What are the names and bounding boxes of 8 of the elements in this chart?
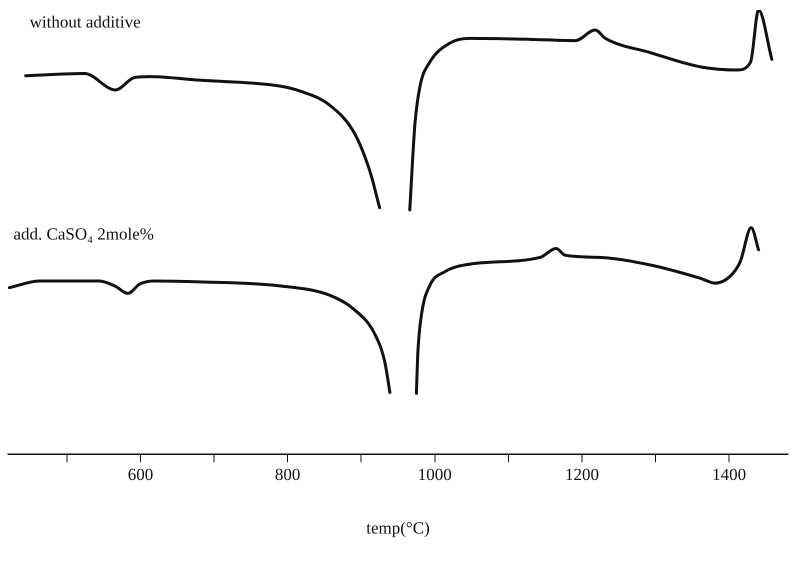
- x-tick-label: 1400: [712, 464, 746, 484]
- text: add. CaSO₄ 2mole%: [13, 224, 154, 244]
- x-tick-label: 800: [274, 464, 300, 484]
- x-tick-label: 1200: [564, 464, 599, 484]
- x-tick-label: 600: [128, 464, 154, 484]
- x-axis-title: temp(°C): [366, 518, 430, 538]
- text: without additive: [30, 12, 141, 32]
- x-tick-label: 1000: [418, 464, 452, 484]
